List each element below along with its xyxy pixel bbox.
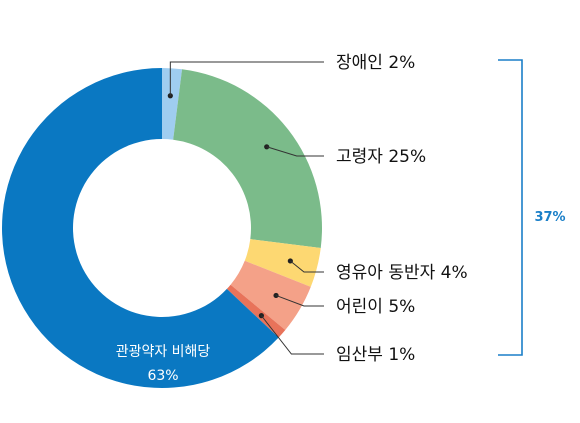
leader-line-infant-companion (290, 260, 324, 273)
slice-value-non-target: 63% (147, 368, 178, 384)
slice-label-pregnant: 임산부 1% (336, 345, 415, 365)
leader-line-children (275, 294, 324, 307)
leader-line-elderly (266, 146, 324, 157)
slice-label-disabled: 장애인 2% (336, 53, 415, 73)
slice-disabled (162, 68, 183, 140)
slice-non-target (1, 68, 279, 388)
leader-dot-elderly (264, 144, 270, 150)
slice-children (230, 260, 311, 330)
leader-line-disabled (169, 61, 324, 96)
leader-lines (167, 61, 324, 355)
leader-line-pregnant (260, 315, 324, 355)
bracket-line (498, 59, 523, 356)
slice-label-children: 어린이 5% (336, 297, 415, 317)
chart-slices (1, 68, 322, 388)
total-bracket: 37% (498, 59, 566, 356)
slice-label-elderly: 고령자 25% (336, 147, 426, 167)
slice-elderly (173, 69, 322, 249)
slice-labels: 장애인 2% 고령자 25% 영유아 동반자 4% 어린이 5% 임산부 1% (336, 53, 468, 365)
slice-label-non-target: 관광약자 비해당 (116, 344, 211, 360)
slice-pregnant (226, 284, 286, 338)
slice-infant-companion (244, 239, 321, 287)
bracket-total-label: 37% (534, 210, 565, 225)
slice-label-infant-companion: 영유아 동반자 4% (336, 263, 468, 283)
